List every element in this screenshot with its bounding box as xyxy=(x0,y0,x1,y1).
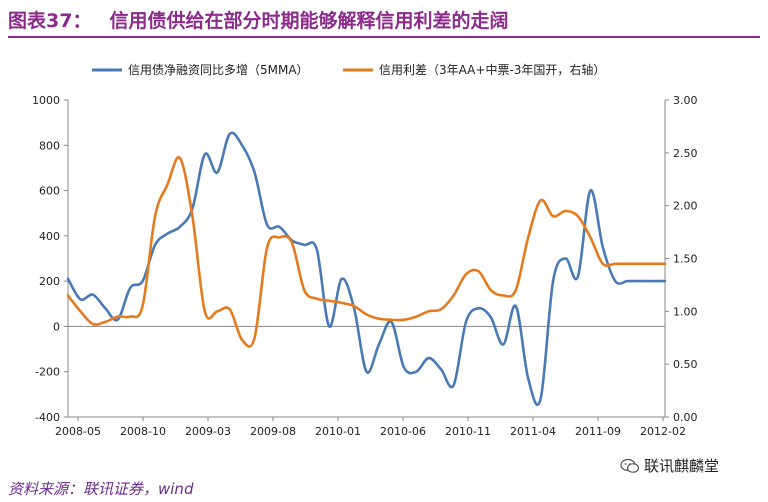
y-right-tick-label: 1.00 xyxy=(673,305,698,318)
x-tick-label: 2008-10 xyxy=(120,425,166,438)
series-line-2 xyxy=(66,156,667,348)
y-left-tick-label: 600 xyxy=(39,185,60,198)
source-note: 资料来源：联讯证券，wind xyxy=(8,480,194,498)
y-right-tick-label: 2.00 xyxy=(673,200,698,213)
wechat-icon xyxy=(620,458,640,473)
y-left-tick-label: 0 xyxy=(53,320,60,333)
title-divider xyxy=(8,36,760,38)
x-tick-label: 2009-03 xyxy=(185,425,231,438)
line-chart: 1000 800 600 400 200 0 -200 -400 3.00 2.50 2.00 1.5… xyxy=(32,62,698,438)
x-tick-label: 2010-01 xyxy=(315,425,361,438)
figure-title: 图表37： 信用债供给在部分时期能够解释信用利差的走阔 xyxy=(8,6,508,33)
x-tick-label: 2010-11 xyxy=(445,425,491,438)
series-line-1 xyxy=(66,131,667,407)
legend-label-1: 信用债净融资同比多增（5MMA） xyxy=(128,63,309,77)
y-right-tick-label: 0.00 xyxy=(673,411,698,424)
y-right-tick-label: 3.00 xyxy=(673,94,698,107)
x-tick-label: 2011-09 xyxy=(575,425,621,438)
watermark: 联讯麒麟堂 xyxy=(620,455,719,476)
x-tick-label: 2008-05 xyxy=(55,425,101,438)
y-left-tick-label: 400 xyxy=(39,230,60,243)
watermark-text: 联讯麒麟堂 xyxy=(644,457,720,475)
y-right-tick-label: 1.50 xyxy=(673,253,698,266)
legend-label-2: 信用利差（3年AA+中票-3年国开，右轴） xyxy=(379,62,605,77)
y-left-tick-label: -200 xyxy=(35,366,60,379)
figure-title-text: 信用债供给在部分时期能够解释信用利差的走阔 xyxy=(109,10,509,32)
y-right-tick-label: 0.50 xyxy=(673,358,698,371)
y-left-tick-label: 200 xyxy=(39,275,60,288)
y-left-tick-label: 800 xyxy=(39,139,60,152)
x-tick-label: 2010-06 xyxy=(380,425,426,438)
y-left-tick-label: -400 xyxy=(35,411,60,424)
figure-label: 图表37： xyxy=(8,10,92,32)
y-left-tick-label: 1000 xyxy=(32,94,60,107)
x-tick-label: 2012-02 xyxy=(640,425,686,438)
x-tick-label: 2011-04 xyxy=(510,425,556,438)
x-tick-label: 2009-08 xyxy=(250,425,296,438)
y-right-tick-label: 2.50 xyxy=(673,147,698,160)
